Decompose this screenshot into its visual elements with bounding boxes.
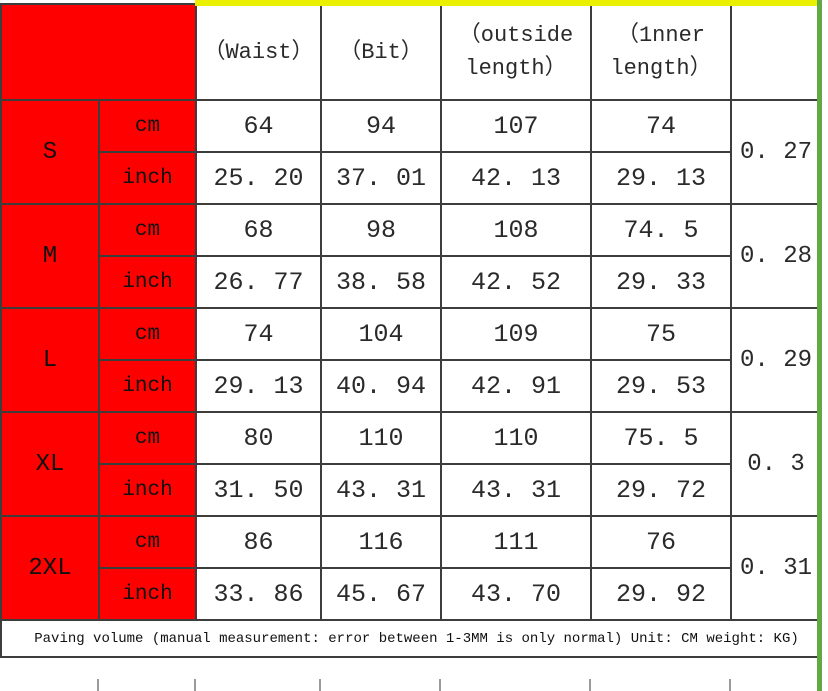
- header-corner-red-block: [0, 3, 197, 101]
- header-weight: [730, 3, 822, 101]
- size-chart-table: （Waist） （Bit） （outside length） （1nner le…: [0, 3, 822, 658]
- top-yellow-strip: [195, 0, 818, 6]
- header-bit: （Bit）: [320, 3, 442, 101]
- table-row-m-cm: M cm 68 98 108 74. 5 0. 28: [0, 203, 822, 309]
- cell-value: 111: [440, 515, 592, 569]
- weight-value: 0. 29: [730, 307, 822, 413]
- table-row-2xl-inch: inch 33. 86 45. 67 43. 70 29. 92: [1, 567, 821, 621]
- size-label-m: M: [0, 203, 100, 309]
- cell-value: 75. 5: [590, 411, 732, 465]
- header-outside-length: （outside length）: [440, 3, 592, 101]
- measurement-note: Paving volume (manual measurement: error…: [0, 619, 822, 658]
- grid-stub: [97, 679, 99, 691]
- weight-value: 0. 3: [730, 411, 822, 517]
- header-row: （Waist） （Bit） （outside length） （1nner le…: [0, 3, 822, 101]
- cell-value: 94: [320, 99, 442, 153]
- grid-stub: [729, 679, 731, 691]
- cell-value: 43. 31: [440, 463, 592, 517]
- cell-value: 40. 94: [320, 359, 442, 413]
- weight-value: 0. 27: [730, 99, 822, 205]
- unit-label-cm: cm: [98, 411, 197, 465]
- table-row-m-inch: inch 26. 77 38. 58 42. 52 29. 33: [1, 255, 821, 309]
- cell-value: 45. 67: [320, 567, 442, 621]
- cell-value: 76: [590, 515, 732, 569]
- cell-value: 80: [195, 411, 322, 465]
- right-green-border: [817, 0, 822, 691]
- cell-value: 29. 92: [590, 567, 732, 621]
- cell-value: 29. 33: [590, 255, 732, 309]
- unit-label-inch: inch: [98, 359, 197, 413]
- unit-label-inch: inch: [98, 151, 197, 205]
- size-label-2xl: 2XL: [0, 515, 100, 621]
- cell-value: 109: [440, 307, 592, 361]
- cell-value: 37. 01: [320, 151, 442, 205]
- size-label-xl: XL: [0, 411, 100, 517]
- cell-value: 38. 58: [320, 255, 442, 309]
- table-row-2xl-cm: 2XL cm 86 116 111 76 0. 31: [0, 515, 822, 621]
- weight-value: 0. 28: [730, 203, 822, 309]
- cell-value: 43. 70: [440, 567, 592, 621]
- cell-value: 110: [440, 411, 592, 465]
- cell-value: 42. 13: [440, 151, 592, 205]
- unit-label-cm: cm: [98, 307, 197, 361]
- cell-value: 116: [320, 515, 442, 569]
- table-row-xl-cm: XL cm 80 110 110 75. 5 0. 3: [0, 411, 822, 517]
- cell-value: 74: [195, 307, 322, 361]
- grid-stub: [194, 679, 196, 691]
- cell-value: 43. 31: [320, 463, 442, 517]
- cell-value: 29. 72: [590, 463, 732, 517]
- weight-value: 0. 31: [730, 515, 822, 621]
- unit-label-cm: cm: [98, 203, 197, 257]
- grid-stub: [319, 679, 321, 691]
- unit-label-cm: cm: [98, 99, 197, 153]
- cell-value: 64: [195, 99, 322, 153]
- cell-value: 29. 53: [590, 359, 732, 413]
- cell-value: 74: [590, 99, 732, 153]
- unit-label-inch: inch: [98, 255, 197, 309]
- grid-stub: [589, 679, 591, 691]
- cell-value: 107: [440, 99, 592, 153]
- cell-value: 26. 77: [195, 255, 322, 309]
- cell-value: 29. 13: [590, 151, 732, 205]
- header-inner-length: （1nner length）: [590, 3, 732, 101]
- cell-value: 98: [320, 203, 442, 257]
- cell-value: 31. 50: [195, 463, 322, 517]
- caption-row: Paving volume (manual measurement: error…: [0, 619, 822, 658]
- cell-value: 74. 5: [590, 203, 732, 257]
- cell-value: 86: [195, 515, 322, 569]
- cell-value: 29. 13: [195, 359, 322, 413]
- cell-value: 110: [320, 411, 442, 465]
- unit-label-inch: inch: [98, 463, 197, 517]
- table-row-l-inch: inch 29. 13 40. 94 42. 91 29. 53: [1, 359, 821, 413]
- cell-value: 25. 20: [195, 151, 322, 205]
- unit-label-inch: inch: [98, 567, 197, 621]
- size-label-l: L: [0, 307, 100, 413]
- cell-value: 108: [440, 203, 592, 257]
- table-row-l-cm: L cm 74 104 109 75 0. 29: [0, 307, 822, 413]
- header-waist: （Waist）: [195, 3, 322, 101]
- cell-value: 68: [195, 203, 322, 257]
- unit-label-cm: cm: [98, 515, 197, 569]
- cell-value: 104: [320, 307, 442, 361]
- cell-value: 42. 52: [440, 255, 592, 309]
- cell-value: 42. 91: [440, 359, 592, 413]
- table-row-xl-inch: inch 31. 50 43. 31 43. 31 29. 72: [1, 463, 821, 517]
- table-row-s-inch: inch 25. 20 37. 01 42. 13 29. 13: [1, 151, 821, 205]
- cell-value: 33. 86: [195, 567, 322, 621]
- table-row-s-cm: S cm 64 94 107 74 0. 27: [0, 99, 822, 205]
- grid-stub: [439, 679, 441, 691]
- cell-value: 75: [590, 307, 732, 361]
- size-label-s: S: [0, 99, 100, 205]
